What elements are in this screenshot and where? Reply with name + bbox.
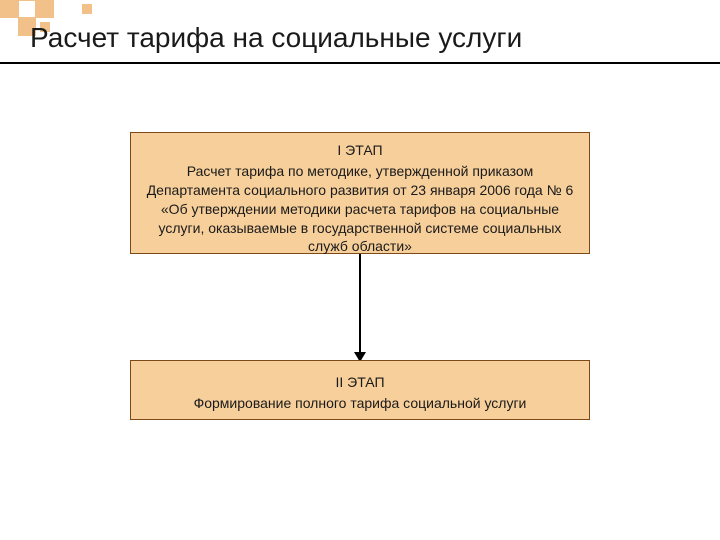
title-underline — [0, 62, 720, 64]
page-title: Расчет тарифа на социальные услуги — [30, 22, 522, 54]
stage-2-box: II ЭТАП Формирование полного тарифа соци… — [130, 360, 590, 420]
stage-1-box: I ЭТАП Расчет тарифа по методике, утверж… — [130, 132, 590, 254]
stage-2-label: II ЭТАП — [145, 373, 575, 392]
stage-1-body: Расчет тарифа по методике, утвержденной … — [147, 163, 574, 255]
arrow-shaft — [359, 254, 361, 354]
stage-2-body: Формирование полного тарифа социальной у… — [194, 395, 527, 411]
stage-1-label: I ЭТАП — [145, 141, 575, 160]
